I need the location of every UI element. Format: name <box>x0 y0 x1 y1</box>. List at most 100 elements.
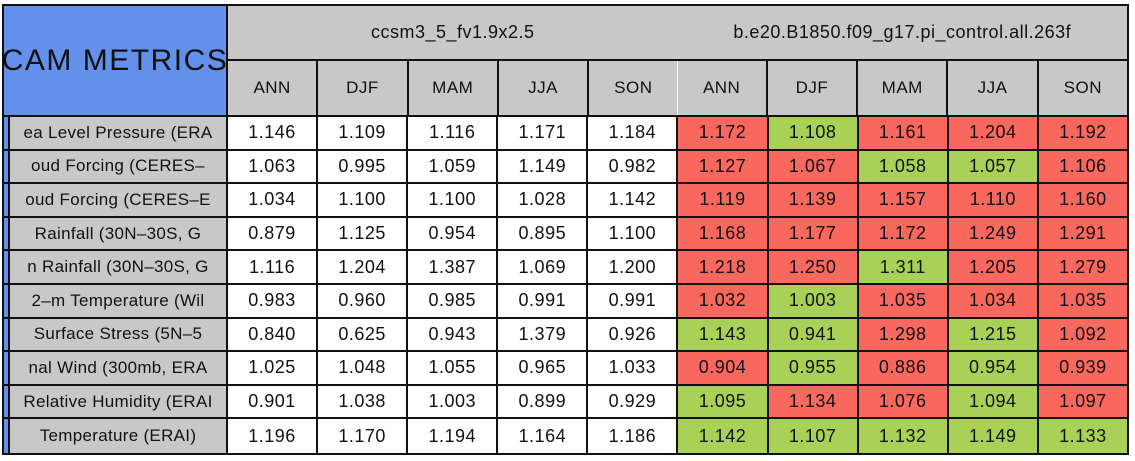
metric-cell-case1: 1.048 <box>318 352 409 386</box>
metric-cell-case1: 1.038 <box>318 385 409 420</box>
metric-cell-case2: 1.139 <box>768 184 859 218</box>
metric-cell-case2: 1.119 <box>678 184 769 218</box>
metric-cell-case1: 1.200 <box>588 251 679 285</box>
row-label: Relative Humidity (ERAI <box>8 385 226 418</box>
row-label: oud Forcing (CERES– <box>8 150 226 183</box>
metric-cell-case1: 0.840 <box>228 318 319 353</box>
metric-cell-case2: 1.218 <box>678 251 769 285</box>
metric-cell-case1: 0.960 <box>318 284 409 319</box>
table-body: ea Level Pressure (ERA 1.146 1.109 1.116… <box>4 115 1127 453</box>
season-header-son: SON <box>1038 61 1127 115</box>
metric-cell-case2: 0.955 <box>768 352 859 386</box>
metric-cell-case2: 1.032 <box>678 284 769 319</box>
metric-cell-case2: 1.127 <box>678 150 769 185</box>
metric-cell-case1: 1.025 <box>228 352 319 386</box>
metric-cell-case2: 1.298 <box>858 318 949 353</box>
metric-cell-case1: 0.926 <box>588 318 679 353</box>
metric-cell-case2: 1.291 <box>1038 217 1127 252</box>
metric-cell-case1: 0.625 <box>318 318 409 353</box>
metric-cell-case2: 1.160 <box>1038 184 1127 218</box>
row-label: ea Level Pressure (ERA <box>8 117 226 149</box>
metric-cell-case1: 1.116 <box>228 251 319 285</box>
table-row: nal Wind (300mb, ERA 1.025 1.048 1.055 0… <box>4 352 1127 386</box>
table-row: 2–m Temperature (Wil 0.983 0.960 0.985 0… <box>4 284 1127 319</box>
row-label: n Rainfall (30N–30S, G <box>8 251 226 283</box>
season-header-jja: JJA <box>498 61 590 115</box>
metric-cell-case1: 1.116 <box>408 117 499 151</box>
metric-cell-case1: 1.379 <box>498 318 589 353</box>
row-label-cell: oud Forcing (CERES–E <box>4 184 228 218</box>
metric-cell-case2: 1.192 <box>1038 117 1127 151</box>
metric-cell-case2: 1.133 <box>1038 419 1127 453</box>
metric-cell-case1: 1.109 <box>318 117 409 151</box>
case1-season-headers: ANN DJF MAM JJA SON <box>228 61 678 115</box>
metric-cell-case1: 0.899 <box>498 385 589 420</box>
metric-cell-case2: 1.142 <box>678 419 769 453</box>
metric-cell-case1: 1.196 <box>228 419 319 453</box>
row-label-cell: 2–m Temperature (Wil <box>4 284 228 319</box>
metric-cell-case1: 1.164 <box>498 419 589 453</box>
season-header-djf: DJF <box>318 61 409 115</box>
metric-cell-case1: 0.995 <box>318 150 409 185</box>
metric-cell-case2: 1.108 <box>768 117 859 151</box>
metric-cell-case2: 1.076 <box>858 385 949 420</box>
metric-cell-case1: 1.055 <box>408 352 499 386</box>
metric-cell-case2: 0.886 <box>858 352 949 386</box>
row-label: nal Wind (300mb, ERA <box>8 352 226 384</box>
metric-cell-case2: 1.058 <box>858 150 949 185</box>
metric-cell-case1: 0.965 <box>498 352 589 386</box>
row-label-cell: n Rainfall (30N–30S, G <box>4 251 228 285</box>
season-header-mam: MAM <box>408 61 499 115</box>
metric-cell-case2: 1.097 <box>1038 385 1127 420</box>
metric-cell-case1: 0.954 <box>408 217 499 252</box>
case1-header: ccsm3_5_fv1.9x2.5 <box>228 6 678 61</box>
season-header-mam: MAM <box>858 61 949 115</box>
metric-cell-case1: 1.387 <box>408 251 499 285</box>
table-title: CAM METRICS <box>4 6 228 115</box>
row-label-cell: nal Wind (300mb, ERA <box>4 352 228 386</box>
row-label: Rainfall (30N–30S, G <box>8 217 226 250</box>
metric-cell-case2: 1.106 <box>1038 150 1127 185</box>
metric-cell-case2: 1.094 <box>948 385 1039 420</box>
metric-cell-case2: 1.092 <box>1038 318 1127 353</box>
row-label: oud Forcing (CERES–E <box>8 184 226 216</box>
metric-cell-case2: 0.954 <box>948 352 1039 386</box>
metric-cell-case2: 0.941 <box>768 318 859 353</box>
metric-cell-case2: 1.168 <box>678 217 769 252</box>
metric-cell-case2: 1.110 <box>948 184 1039 218</box>
metrics-table: CAM METRICS ccsm3_5_fv1.9x2.5 ANN DJF MA… <box>2 4 1129 455</box>
season-header-ann: ANN <box>677 61 768 115</box>
metric-cell-case2: 1.279 <box>1038 251 1127 285</box>
season-header-djf: DJF <box>767 61 859 115</box>
metric-cell-case2: 1.157 <box>858 184 949 218</box>
metric-cell-case1: 1.033 <box>588 352 679 386</box>
metric-cell-case2: 1.003 <box>768 284 859 319</box>
row-label-cell: ea Level Pressure (ERA <box>4 117 228 151</box>
case2-header: b.e20.B1850.f09_g17.pi_control.all.263f <box>677 6 1127 61</box>
metric-cell-case1: 1.063 <box>228 150 319 185</box>
case2-season-headers: ANN DJF MAM JJA SON <box>677 61 1128 115</box>
table-row: Surface Stress (5N–5 0.840 0.625 0.943 1… <box>4 318 1127 353</box>
case-group-2: b.e20.B1850.f09_g17.pi_control.all.263f … <box>677 6 1128 115</box>
metric-cell-case2: 1.249 <box>948 217 1039 252</box>
table-header: CAM METRICS ccsm3_5_fv1.9x2.5 ANN DJF MA… <box>4 6 1127 115</box>
metric-cell-case1: 0.982 <box>588 150 679 185</box>
metric-cell-case2: 0.904 <box>678 352 769 386</box>
row-label-cell: Temperature (ERAI) <box>4 419 228 453</box>
metric-cell-case1: 0.895 <box>498 217 589 252</box>
metric-cell-case1: 1.171 <box>498 117 589 151</box>
metric-cell-case1: 0.943 <box>408 318 499 353</box>
table-row: Temperature (ERAI) 1.196 1.170 1.194 1.1… <box>4 419 1127 453</box>
metric-cell-case1: 1.125 <box>318 217 409 252</box>
table-row: n Rainfall (30N–30S, G 1.116 1.204 1.387… <box>4 251 1127 285</box>
metric-cell-case1: 1.186 <box>588 419 679 453</box>
metric-cell-case2: 1.205 <box>948 251 1039 285</box>
metric-cell-case2: 1.172 <box>858 217 949 252</box>
metric-cell-case2: 1.035 <box>1038 284 1127 319</box>
metric-cell-case1: 1.194 <box>408 419 499 453</box>
metric-cell-case2: 1.034 <box>948 284 1039 319</box>
row-label: Surface Stress (5N–5 <box>8 318 226 351</box>
metric-cell-case1: 1.028 <box>498 184 589 218</box>
metric-cell-case1: 1.146 <box>228 117 319 151</box>
